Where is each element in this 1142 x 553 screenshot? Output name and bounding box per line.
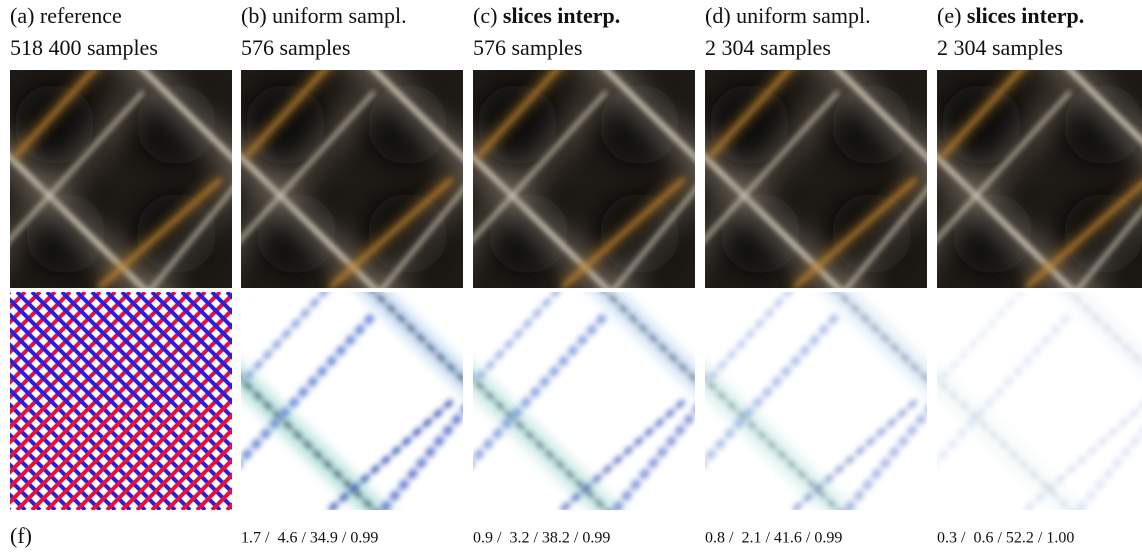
column-label: (b): [241, 3, 267, 28]
column-label: (a): [10, 3, 34, 28]
figure: (a) reference 518 400 samples (b) uniform …: [0, 0, 1142, 553]
footer-label: (f): [10, 523, 32, 548]
sample-count: 2 304 samples: [937, 35, 1063, 60]
column-label: (d): [705, 3, 731, 28]
column-method: uniform sampl.: [272, 3, 406, 28]
column-title: (d) uniform sampl.: [705, 3, 871, 28]
sample-count: 576 samples: [241, 35, 350, 60]
column-title: (e) slices interp.: [937, 3, 1084, 28]
page: (a) reference 518 400 samples (b) uniform …: [0, 0, 1142, 553]
metrics: 0.9 / 3.2 / 38.2 / 0.99: [473, 530, 610, 547]
column-method: uniform sampl.: [736, 3, 870, 28]
metrics: 1.7 / 4.6 / 34.9 / 0.99: [241, 530, 378, 547]
column-label: (c): [473, 3, 497, 28]
column-title: (c) slices interp.: [473, 3, 620, 28]
sample-count: 2 304 samples: [705, 35, 831, 60]
lattice-line: [0, 292, 10, 510]
column-title: (b) uniform sampl.: [241, 3, 407, 28]
metrics: 0.3 / 0.6 / 52.2 / 1.00: [937, 530, 1074, 547]
column-label: (e): [937, 3, 961, 28]
column-method: slices interp.: [503, 3, 620, 28]
sample-count: 518 400 samples: [10, 35, 158, 60]
column-title: (a) reference: [10, 3, 122, 28]
metrics: 0.8 / 2.1 / 41.6 / 0.99: [705, 530, 842, 547]
sample-count: 576 samples: [473, 35, 582, 60]
column-method: reference: [40, 3, 122, 28]
column-method: slices interp.: [967, 3, 1084, 28]
lattice-line: [0, 292, 10, 510]
